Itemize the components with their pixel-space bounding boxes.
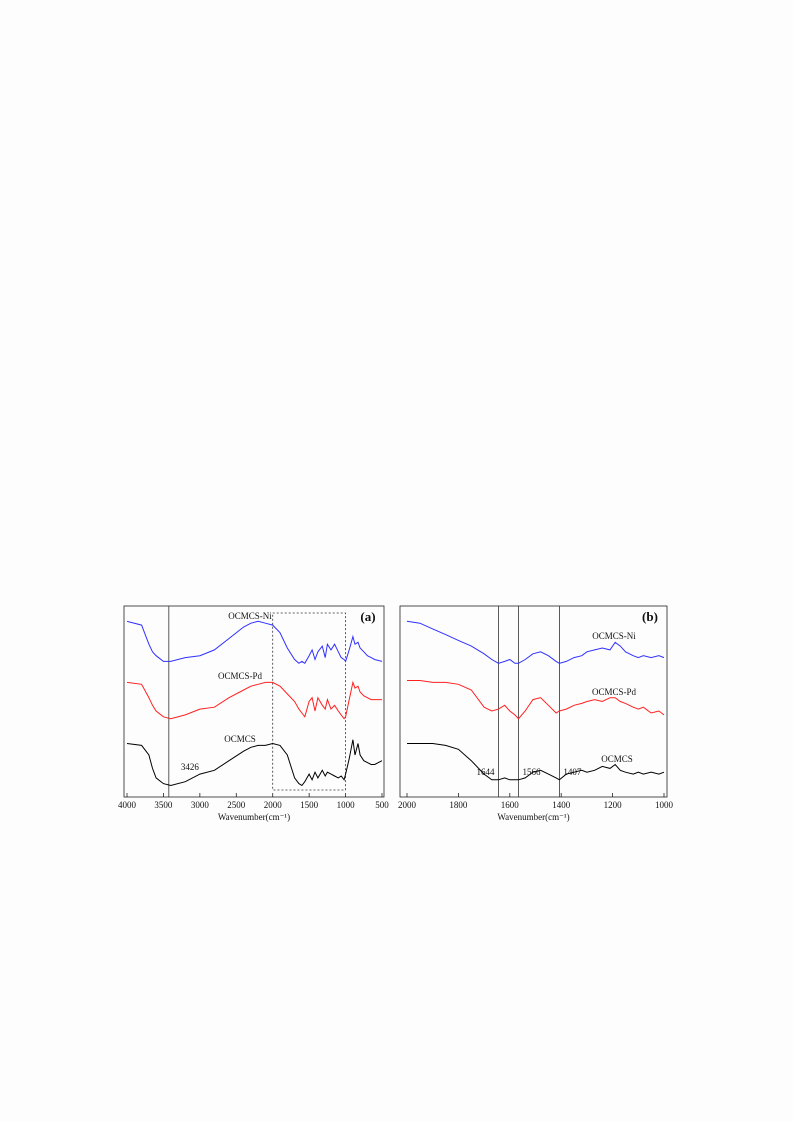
panel-label: (a) (360, 609, 375, 624)
x-tick-label: 1500 (300, 800, 319, 810)
x-tick-label: 2500 (227, 800, 246, 810)
spectrum-line (407, 680, 665, 720)
plot-frame (399, 605, 668, 798)
x-tick-label: 1600 (501, 800, 520, 810)
series-label: OCMCS-Pd (218, 671, 263, 681)
series-label: OCMCS-Ni (228, 611, 272, 621)
x-tick-label: 4000 (118, 800, 137, 810)
series-label: OCMCS-Ni (592, 631, 636, 641)
spectrum-line (126, 739, 383, 787)
x-tick-label: 1400 (552, 800, 571, 810)
highlight-box (272, 612, 346, 791)
spectrum-line (126, 680, 382, 720)
x-tick-label: 500 (375, 800, 389, 810)
spectrum-line (407, 743, 665, 781)
x-tick-label: 2000 (264, 800, 283, 810)
peak-label: 1566 (523, 767, 542, 777)
peak-label: 3426 (181, 762, 200, 772)
x-tick-label: 2000 (398, 800, 417, 810)
x-axis-label: Wavenumber(cm⁻¹) (497, 812, 569, 822)
x-tick-label: 1200 (604, 800, 623, 810)
plot-frame (123, 605, 385, 798)
series-label: OCMCS (601, 754, 633, 764)
x-tick-label: 3500 (154, 800, 173, 810)
series-label: OCMCS (224, 734, 256, 744)
series-label: OCMCS-Pd (592, 687, 637, 697)
peak-label: 1644 (476, 767, 495, 777)
x-tick-label: 3000 (191, 800, 210, 810)
x-tick-label: 1000 (655, 800, 674, 810)
spectrum-line (126, 620, 383, 665)
x-tick-label: 1000 (337, 800, 356, 810)
x-tick-label: 1800 (449, 800, 468, 810)
x-axis-label: Wavenumber(cm⁻¹) (218, 812, 290, 822)
spectrum-line (406, 620, 665, 664)
panel-label: (b) (642, 609, 658, 624)
